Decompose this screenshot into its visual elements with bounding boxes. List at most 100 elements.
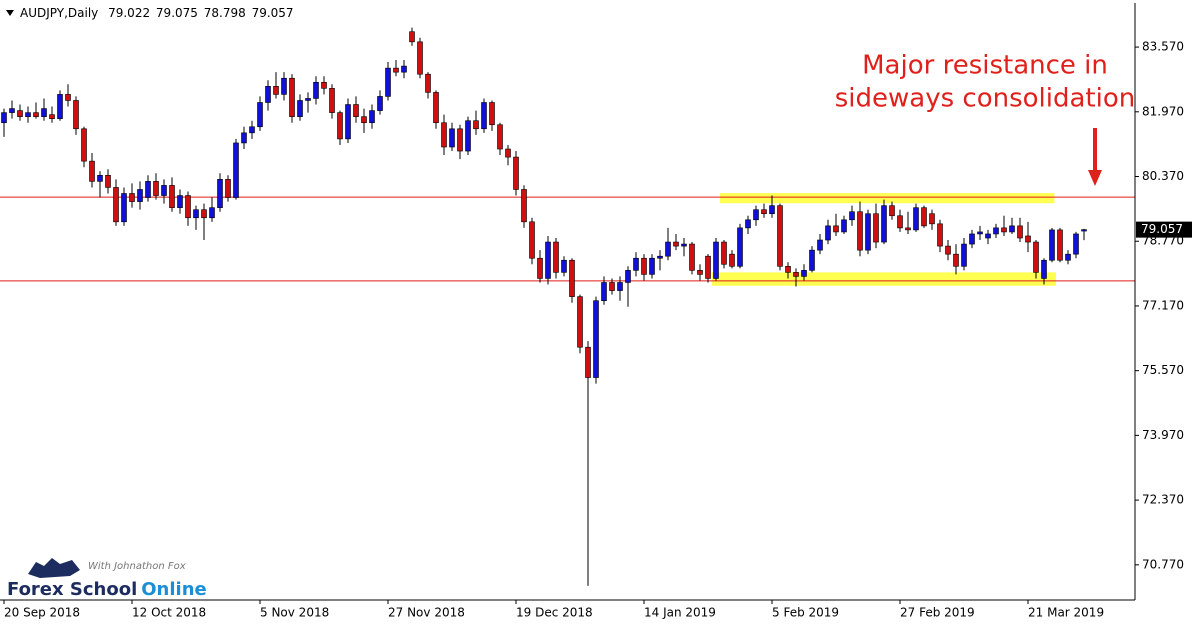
- candles: [1, 27, 1087, 586]
- candle-body: [361, 116, 367, 124]
- candle-body: [889, 205, 895, 217]
- candle-body: [233, 142, 239, 198]
- candle-body: [585, 346, 591, 378]
- candle-body: [145, 181, 151, 198]
- candle-body: [753, 209, 759, 221]
- candle-body: [129, 193, 135, 202]
- candle-body: [249, 126, 255, 134]
- x-tick-label: 21 Mar 2019: [1028, 606, 1104, 620]
- candle-body: [209, 207, 215, 219]
- candle-body: [9, 108, 15, 113]
- candle-body: [457, 128, 463, 152]
- x-tick-label: 27 Nov 2018: [388, 606, 465, 620]
- candle-body: [201, 209, 207, 219]
- candle-body: [329, 88, 335, 113]
- candle-body: [153, 181, 159, 196]
- candle-body: [705, 255, 711, 279]
- zone: [712, 272, 1056, 286]
- candle-body: [561, 259, 567, 273]
- candle-body: [769, 205, 775, 215]
- candle-body: [465, 120, 471, 152]
- candle-body: [729, 253, 735, 267]
- header-high: 79.075: [156, 6, 198, 20]
- candle-body: [593, 300, 599, 378]
- y-tick-label: 73.970: [1142, 428, 1184, 442]
- price-box: [1136, 221, 1192, 238]
- candle-body: [1081, 229, 1087, 232]
- candle-body: [97, 175, 103, 182]
- candle-body: [689, 243, 695, 271]
- candle-body: [225, 179, 231, 198]
- candle-body: [513, 156, 519, 190]
- candle-body: [737, 227, 743, 267]
- candle-body: [681, 243, 687, 247]
- candle-body: [633, 257, 639, 271]
- logo-name-main: Forex School: [7, 579, 137, 600]
- candle-body: [1033, 241, 1039, 273]
- y-tick-label: 80.370: [1142, 169, 1184, 183]
- candle-body: [89, 160, 95, 182]
- candle-body: [121, 193, 127, 223]
- candle-body: [49, 114, 55, 119]
- x-tick-label: 27 Feb 2019: [900, 606, 975, 620]
- candle-body: [33, 112, 39, 117]
- candle-body: [281, 77, 287, 95]
- candle-body: [785, 266, 791, 273]
- y-tick-label: 75.570: [1142, 363, 1184, 377]
- price-label: 79.057: [1141, 222, 1183, 236]
- candle-body: [369, 110, 375, 124]
- candle-body: [793, 272, 799, 277]
- candle-body: [161, 185, 167, 196]
- candle-body: [185, 195, 191, 219]
- candle-body: [897, 215, 903, 229]
- candle-body: [761, 209, 767, 215]
- candle-body: [601, 282, 607, 301]
- candle-body: [1001, 227, 1007, 233]
- y-tick-label: 81.970: [1142, 104, 1184, 118]
- logo: With Johnathon Fox Forex School Online: [7, 558, 207, 600]
- candle-body: [905, 227, 911, 231]
- candle-body: [313, 81, 319, 99]
- candle-body: [961, 243, 967, 267]
- candle-body: [993, 227, 999, 235]
- candle-body: [345, 104, 351, 140]
- zone: [720, 193, 1055, 204]
- candle-body: [1041, 259, 1047, 279]
- candle-body: [545, 241, 551, 279]
- candle-body: [609, 282, 615, 291]
- candle-body: [569, 259, 575, 297]
- candle-body: [985, 233, 991, 239]
- annotation: Major resistance in: [862, 51, 1108, 81]
- candle-body: [673, 241, 679, 247]
- candle-body: [65, 94, 71, 101]
- header-open: 79.022: [108, 6, 150, 20]
- candle-body: [73, 100, 79, 130]
- x-tick-label: 12 Oct 2018: [132, 606, 206, 620]
- candle-body: [409, 31, 415, 43]
- candle-body: [777, 205, 783, 267]
- candle-body: [385, 67, 391, 97]
- arrow-head: [1088, 170, 1102, 186]
- x-tick-label: 5 Feb 2019: [772, 606, 839, 620]
- y-tick-label: 70.770: [1142, 557, 1184, 571]
- symbol: AUDJPY,Daily: [20, 6, 98, 20]
- candle-body: [657, 255, 663, 259]
- header-low: 78.798: [204, 6, 246, 20]
- candle-body: [625, 270, 631, 283]
- logo-name-accent: Online: [141, 579, 206, 600]
- candle-body: [489, 102, 495, 126]
- candle-body: [1025, 235, 1031, 243]
- x-tick-label: 14 Jan 2019: [644, 606, 716, 620]
- header-close: 79.057: [252, 6, 294, 20]
- candle-body: [577, 296, 583, 348]
- candle-body: [929, 213, 935, 225]
- candle-body: [881, 205, 887, 243]
- candle-body: [169, 185, 175, 208]
- candle-body: [857, 211, 863, 251]
- candle-body: [433, 92, 439, 124]
- candle-body: [825, 225, 831, 241]
- candle-body: [25, 112, 31, 117]
- candle-body: [137, 189, 143, 202]
- candle-body: [441, 122, 447, 148]
